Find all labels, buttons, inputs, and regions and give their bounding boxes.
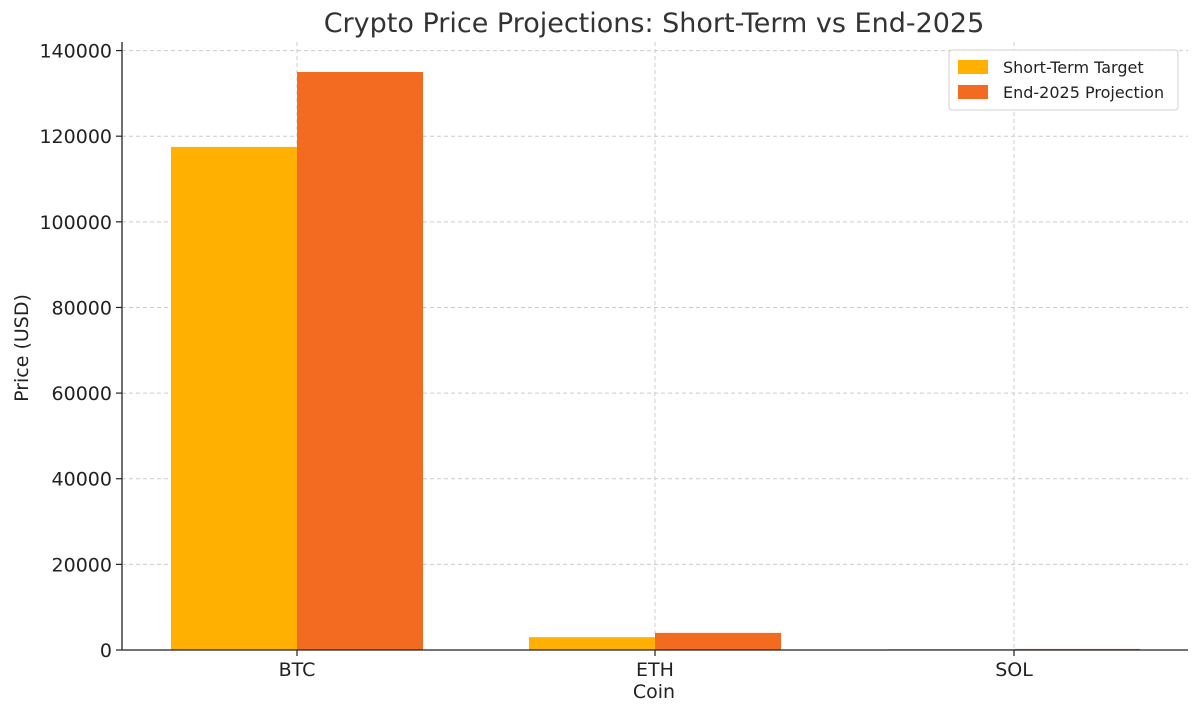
axis-layer: 0 20000 40000 60000 80000 100000 120000 140000 B… xyxy=(39,41,1188,681)
legend-swatch xyxy=(958,60,988,74)
bar-btc-end-2025-projection xyxy=(297,71,423,651)
y-tick-label: 100000 xyxy=(39,212,112,234)
y-axis-label: Price (USD) xyxy=(11,294,33,402)
x-tick-label: BTC xyxy=(279,659,316,681)
bar-btc-short-term-target xyxy=(171,146,297,650)
x-tick-label: SOL xyxy=(995,659,1033,681)
legend-label: Short-Term Target xyxy=(1003,58,1144,77)
y-tick-label: 140000 xyxy=(39,41,112,63)
legend-label: End-2025 Projection xyxy=(1003,83,1164,102)
bar-eth-end-2025-projection xyxy=(655,632,781,650)
bar-layer xyxy=(171,71,1140,651)
bar-eth-short-term-target xyxy=(529,637,655,650)
y-tick-label: 0 xyxy=(100,640,112,662)
y-tick-label: 40000 xyxy=(52,469,112,491)
x-tick-label: ETH xyxy=(636,659,674,681)
y-tick-label: 80000 xyxy=(52,297,112,319)
legend-box xyxy=(948,49,1179,111)
y-tick-label: 60000 xyxy=(52,383,112,405)
legend-swatch xyxy=(958,85,988,99)
x-axis-label: Coin xyxy=(633,681,675,703)
y-tick-label: 120000 xyxy=(39,126,112,148)
y-tick-label: 20000 xyxy=(52,554,112,576)
chart-title: Crypto Price Projections: Short-Term vs … xyxy=(324,8,985,39)
legend: Short-Term Target End-2025 Projection xyxy=(948,49,1179,111)
